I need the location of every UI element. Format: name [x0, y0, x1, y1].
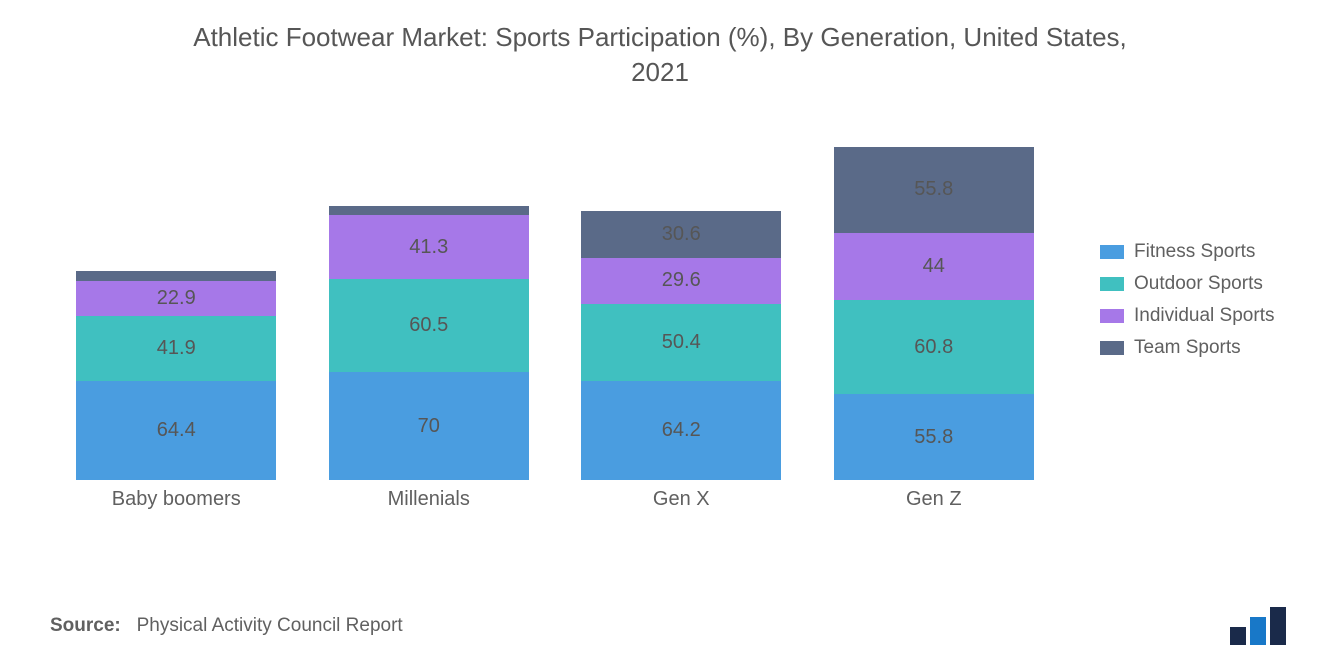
- bar-group: 64.250.429.630.6Gen X: [581, 211, 781, 480]
- bar-segment: 29.6: [581, 258, 781, 304]
- segment-value: 50.4: [662, 331, 701, 354]
- legend-swatch: [1100, 277, 1124, 291]
- legend-item: Individual Sports: [1100, 305, 1290, 327]
- segment-value: 64.2: [662, 419, 701, 442]
- bar-stack: 55.8 60.8 44 55.8: [834, 147, 1034, 481]
- legend-label: Fitness Sports: [1134, 241, 1255, 263]
- source-label: Source:: [50, 615, 121, 636]
- bar-group: 7060.541.3Millenials: [329, 206, 529, 480]
- segment-value: 41.3: [409, 236, 448, 259]
- bar-segment: [76, 271, 276, 281]
- bar-segment: 55.8: [834, 394, 1034, 480]
- bar-group: 64.441.922.9Baby boomers: [76, 271, 276, 480]
- bar-segment: 55.8: [834, 147, 1034, 233]
- segment-value: 60.8: [914, 336, 953, 359]
- category-label: Gen Z: [906, 488, 962, 511]
- bar-segment: 41.3: [329, 215, 529, 279]
- segment-value: 41.9: [157, 337, 196, 360]
- legend-label: Individual Sports: [1134, 305, 1274, 327]
- source-attribution: Source: Physical Activity Council Report: [50, 615, 403, 637]
- bar-segment: 44: [834, 233, 1034, 301]
- legend-item: Outdoor Sports: [1100, 273, 1290, 295]
- category-label: Millenials: [388, 488, 470, 511]
- category-label: Gen X: [653, 488, 710, 511]
- bar-segment: 60.5: [329, 279, 529, 372]
- segment-value: 64.4: [157, 419, 196, 442]
- plot-area: 64.4 41.9 22.9 Baby boomers 70 60.5 41.3 Millen…: [30, 110, 1080, 530]
- segment-value: 22.9: [157, 287, 196, 310]
- legend-swatch: [1100, 245, 1124, 259]
- segment-value: 55.8: [914, 178, 953, 201]
- legend-label: Outdoor Sports: [1134, 273, 1263, 295]
- segment-value: 29.6: [662, 269, 701, 292]
- segment-value: 60.5: [409, 314, 448, 337]
- bar-group: 55.860.84455.8Gen Z: [834, 147, 1034, 481]
- category-label: Baby boomers: [112, 488, 241, 511]
- legend-label: Team Sports: [1134, 337, 1241, 359]
- bar-segment: 50.4: [581, 304, 781, 382]
- legend-item: Fitness Sports: [1100, 241, 1290, 263]
- bar-segment: 70: [329, 372, 529, 480]
- legend: Fitness Sports Outdoor Sports Individual S…: [1080, 241, 1290, 359]
- legend-item: Team Sports: [1100, 337, 1290, 359]
- legend-swatch: [1100, 341, 1124, 355]
- bar-stack: 64.2 50.4 29.6 30.6: [581, 211, 781, 480]
- bar-stack: 64.4 41.9 22.9: [76, 271, 276, 480]
- bar-stack: 70 60.5 41.3: [329, 206, 529, 480]
- segment-value: 70: [418, 415, 440, 438]
- chart-container: 64.4 41.9 22.9 Baby boomers 70 60.5 41.3 Millen…: [30, 110, 1290, 530]
- segment-value: 55.8: [914, 426, 953, 449]
- bar-segment: 64.4: [76, 381, 276, 480]
- bar-segment: 41.9: [76, 316, 276, 381]
- brand-logo: [1230, 607, 1290, 645]
- bar-segment: 22.9: [76, 281, 276, 316]
- bar-segment: 64.2: [581, 381, 781, 480]
- source-text: Physical Activity Council Report: [137, 615, 403, 636]
- bar-segment: 60.8: [834, 300, 1034, 394]
- chart-title: Athletic Footwear Market: Sports Partici…: [185, 20, 1135, 90]
- segment-value: 44: [923, 255, 945, 278]
- segment-value: 30.6: [662, 223, 701, 246]
- bar-segment: [329, 206, 529, 215]
- legend-swatch: [1100, 309, 1124, 323]
- bar-segment: 30.6: [581, 211, 781, 258]
